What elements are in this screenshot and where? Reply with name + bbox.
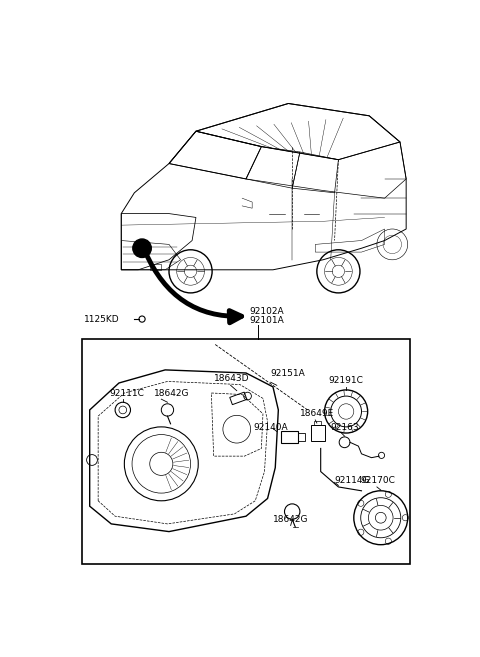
Circle shape bbox=[133, 239, 151, 258]
Text: 92151A: 92151A bbox=[271, 369, 305, 378]
Text: 92163: 92163 bbox=[331, 422, 360, 432]
Text: 18642G: 18642G bbox=[154, 390, 189, 398]
Text: 92101A: 92101A bbox=[250, 316, 285, 325]
Bar bbox=[314, 420, 322, 425]
Text: 18649E: 18649E bbox=[300, 409, 334, 418]
Text: 1125KD: 1125KD bbox=[84, 315, 120, 324]
Bar bbox=[230, 392, 247, 405]
Text: 18642G: 18642G bbox=[273, 515, 309, 524]
Text: 92111C: 92111C bbox=[109, 390, 144, 398]
Text: 18643D: 18643D bbox=[214, 374, 249, 383]
Bar bbox=[82, 339, 410, 564]
Text: 92102A: 92102A bbox=[250, 307, 285, 316]
Bar bbox=[150, 263, 161, 270]
Text: 92140A: 92140A bbox=[254, 422, 288, 432]
Text: 92114G: 92114G bbox=[335, 476, 370, 486]
Bar bbox=[281, 431, 298, 443]
Text: 92170C: 92170C bbox=[360, 476, 395, 485]
Text: 92191C: 92191C bbox=[328, 376, 363, 385]
Bar bbox=[298, 433, 305, 441]
Bar bbox=[311, 425, 324, 441]
